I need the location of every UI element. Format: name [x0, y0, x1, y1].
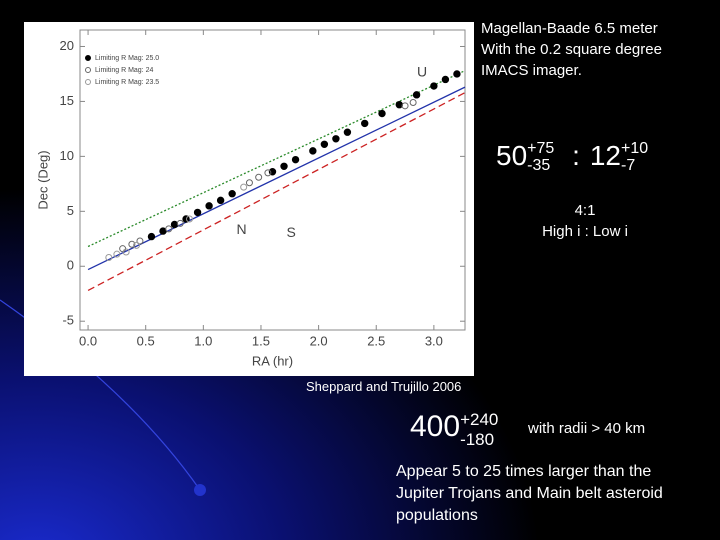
- telescope-text: Magellan-Baade 6.5 meter With the 0.2 sq…: [481, 18, 662, 81]
- ratio-sep: :: [572, 140, 580, 171]
- point: [136, 237, 144, 245]
- point: [395, 101, 403, 109]
- point: [264, 169, 272, 177]
- point: [147, 232, 156, 241]
- point: [159, 227, 167, 235]
- point: [170, 220, 179, 229]
- text-line: Magellan-Baade 6.5 meter: [481, 20, 658, 37]
- point: [216, 196, 225, 205]
- point: [280, 162, 288, 170]
- legend-symbol: [85, 55, 91, 61]
- ratio-left-up: +75: [527, 140, 555, 157]
- ratio-right-up: +10: [621, 140, 649, 157]
- point: [343, 128, 352, 136]
- point: [401, 102, 409, 110]
- x-tick-label: 2.5: [367, 333, 385, 348]
- point: [119, 245, 127, 253]
- point: [453, 70, 461, 78]
- y-tick-label: 10: [60, 148, 74, 163]
- x-tick-label: 3.0: [425, 333, 443, 348]
- citation: Sheppard and Trujillo 2006: [306, 379, 462, 394]
- x-axis-label: RA (hr): [252, 353, 293, 368]
- text-line: Appear 5 to 25 times larger than the: [396, 463, 652, 480]
- point: [412, 91, 421, 99]
- count: 400 +240 -180: [410, 410, 498, 450]
- ratio-right-down: -7: [621, 157, 636, 174]
- y-tick-label: 5: [67, 203, 74, 218]
- x-tick-label: 0.5: [137, 333, 155, 348]
- point: [132, 241, 140, 249]
- point: [128, 240, 136, 248]
- point: [193, 208, 202, 217]
- y-axis-label: Dec (Deg): [35, 150, 50, 209]
- ratio: 50 +75 -35 :12 +10 -7: [496, 140, 648, 174]
- point: [430, 82, 438, 90]
- conclusion: Appear 5 to 25 times larger than the Jup…: [396, 461, 663, 527]
- point: [441, 75, 450, 84]
- point: [245, 179, 253, 187]
- trend-line: [87, 92, 466, 292]
- chart: 0.0 0.5 1.0 1.5 2.0 2.5 3.0 -5 0 5 10 15 20 RA (hr) De…: [35, 29, 466, 368]
- point: [361, 119, 369, 128]
- plot-image: 0.0 0.5 1.0 1.5 2.0 2.5 3.0 -5 0 5 10 15 20 RA (hr) De…: [24, 22, 474, 376]
- point: [113, 250, 121, 258]
- ratio-left: 50: [496, 140, 528, 171]
- legend-symbol: [85, 67, 91, 73]
- line-label: U: [417, 63, 427, 79]
- legend-label: Limiting R Mag: 25.0: [95, 55, 159, 62]
- text-line: With the 0.2 square degree: [481, 41, 662, 58]
- count-up: +240: [460, 410, 499, 429]
- point: [255, 173, 263, 181]
- y-tick-label: -5: [62, 313, 74, 328]
- text-line: Jupiter Trojans and Main belt asteroid: [396, 485, 663, 502]
- line-label: N: [237, 221, 247, 237]
- count-note: with radii > 40 km: [528, 420, 646, 437]
- text-line: 4:1: [574, 202, 596, 219]
- point: [240, 183, 248, 191]
- y-tick-label: 0: [67, 258, 74, 273]
- point: [409, 99, 417, 107]
- point: [176, 219, 184, 227]
- text-line: High i : Low i: [542, 223, 628, 240]
- y-tick-label: 20: [60, 38, 74, 53]
- y-tick-label: 15: [60, 93, 74, 108]
- point: [320, 140, 329, 148]
- x-tick-label: 2.0: [310, 333, 328, 348]
- ratio-right: 12: [589, 140, 622, 171]
- plot-frame: [79, 29, 466, 331]
- point: [291, 155, 300, 164]
- trend-line: [87, 86, 466, 271]
- line-label: S: [287, 224, 296, 240]
- ratio-left-down: -35: [527, 157, 551, 174]
- text-line: IMACS imager.: [481, 62, 582, 79]
- x-tick-label: 1.0: [194, 333, 212, 348]
- point: [309, 147, 317, 155]
- legend-label: Limiting R Mag: 23.5: [95, 79, 159, 86]
- point: [228, 190, 236, 198]
- point: [105, 253, 113, 261]
- trend-line: [87, 70, 466, 248]
- legend-label: Limiting R Mag: 24: [95, 67, 153, 74]
- point: [332, 135, 340, 143]
- text-line: populations: [396, 507, 478, 524]
- point: [205, 202, 213, 210]
- point: [186, 215, 194, 223]
- count-main: 400: [410, 410, 461, 443]
- count-down: -180: [460, 430, 495, 449]
- point: [165, 225, 173, 233]
- x-tick-label: 1.5: [252, 333, 270, 348]
- point: [378, 109, 386, 118]
- inclination-text: 4:1 High i : Low i: [500, 200, 670, 242]
- point: [122, 248, 130, 256]
- legend-symbol: [85, 79, 91, 85]
- x-tick-label: 0.0: [79, 333, 97, 348]
